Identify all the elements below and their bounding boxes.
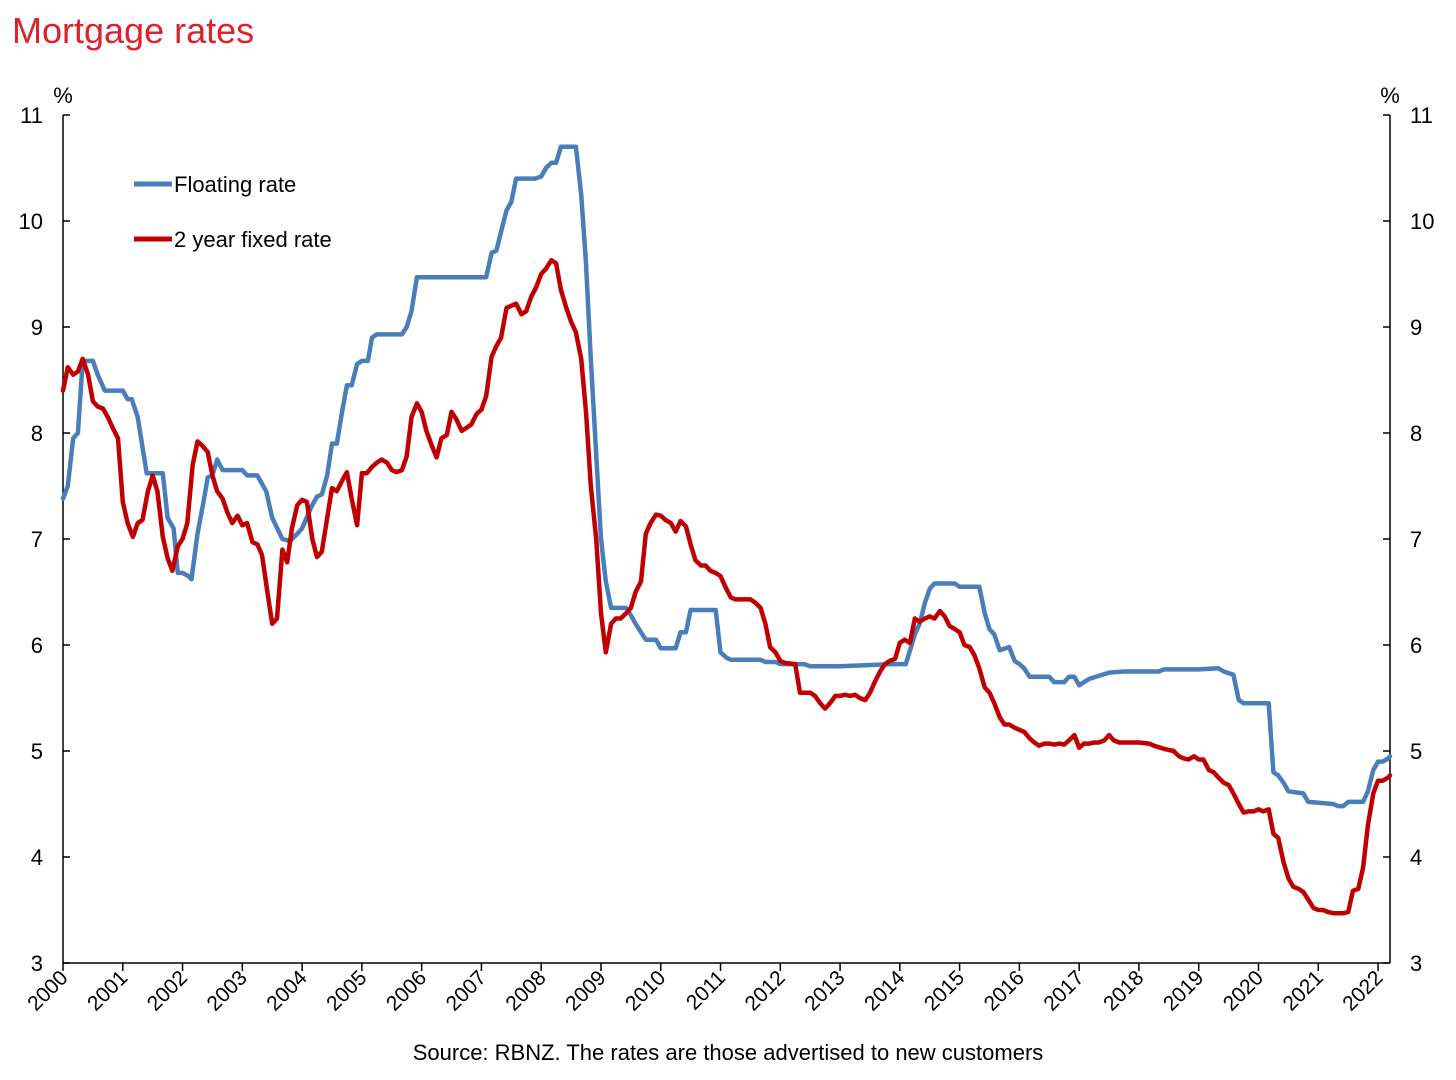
x-tick-label: 2002 bbox=[143, 966, 192, 1015]
legend: Floating rate 2 year fixed rate bbox=[134, 172, 332, 252]
y-tick-label-right: 8 bbox=[1410, 421, 1422, 446]
y-tick-label-right: 11 bbox=[1410, 103, 1433, 128]
x-tick-label: 2016 bbox=[980, 966, 1029, 1015]
y-tick-label-left: 8 bbox=[31, 421, 43, 446]
y-tick-label-right: 9 bbox=[1410, 315, 1422, 340]
x-tick-label: 2007 bbox=[442, 966, 491, 1015]
x-tick-label: 2003 bbox=[203, 966, 252, 1015]
y-tick-label-left: 6 bbox=[31, 633, 43, 658]
y-tick-label-left: 10 bbox=[19, 209, 43, 234]
x-tick-label: 2021 bbox=[1279, 966, 1328, 1015]
y-tick-label-left: 11 bbox=[20, 103, 43, 128]
x-tick-label: 2011 bbox=[682, 966, 730, 1014]
x-tick-label: 2019 bbox=[1159, 966, 1208, 1015]
series-line-two-year-fixed-rate bbox=[60, 257, 1393, 916]
x-tick-label: 2005 bbox=[322, 966, 371, 1015]
y-tick-label-right: 6 bbox=[1410, 633, 1422, 658]
x-tick-label: 2014 bbox=[860, 966, 910, 1016]
x-tick-label: 2001 bbox=[83, 966, 132, 1015]
x-tick-label: 2015 bbox=[920, 966, 969, 1015]
y-tick-label-left: 7 bbox=[31, 527, 43, 552]
x-tick-label: 2013 bbox=[800, 966, 849, 1015]
x-tick-label: 2018 bbox=[1099, 966, 1148, 1015]
y-tick-label-left: 5 bbox=[31, 739, 43, 764]
y-tick-label-right: 3 bbox=[1410, 951, 1422, 976]
x-tick-label: 2020 bbox=[1219, 966, 1268, 1015]
x-tick-label: 2009 bbox=[561, 966, 610, 1015]
y-unit-right: % bbox=[1380, 83, 1400, 108]
series-layer bbox=[60, 144, 1393, 916]
legend-label: Floating rate bbox=[174, 172, 296, 197]
y-tick-label-right: 4 bbox=[1410, 845, 1422, 870]
y-tick-label-left: 4 bbox=[31, 845, 43, 870]
x-tick-label: 2017 bbox=[1039, 966, 1088, 1015]
x-tick-label: 2006 bbox=[382, 966, 431, 1015]
legend-label: 2 year fixed rate bbox=[174, 227, 332, 252]
x-tick-label: 2022 bbox=[1338, 966, 1387, 1015]
y-tick-label-right: 10 bbox=[1410, 209, 1434, 234]
series-line-floating-rate bbox=[60, 144, 1393, 809]
chart-title: Mortgage rates bbox=[12, 10, 255, 51]
source-note: Source: RBNZ. The rates are those advert… bbox=[412, 1040, 1044, 1065]
y-tick-label-right: 7 bbox=[1410, 527, 1422, 552]
x-tick-label: 2010 bbox=[621, 966, 670, 1015]
y-tick-label-left: 3 bbox=[31, 951, 43, 976]
y-tick-label-right: 5 bbox=[1410, 739, 1422, 764]
x-tick-label: 2004 bbox=[262, 966, 312, 1016]
y-tick-label-left: 9 bbox=[31, 315, 43, 340]
y-unit-left: % bbox=[53, 83, 73, 108]
x-tick-label: 2012 bbox=[741, 966, 790, 1015]
x-tick-label: 2008 bbox=[501, 966, 550, 1015]
